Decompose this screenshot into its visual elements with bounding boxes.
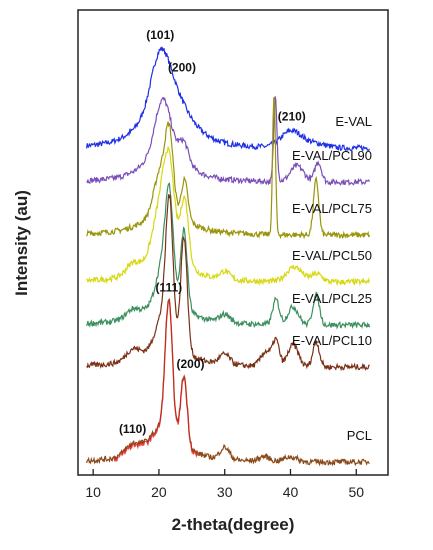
series-label: PCL [347, 428, 372, 443]
y-axis-title: Intensity (au) [12, 190, 31, 296]
x-axis-title: 2-theta(degree) [172, 515, 295, 534]
peak-annotation: (200) [168, 61, 196, 75]
peak-annotations: (101) (200) (210) (111) (200) (110) [119, 28, 306, 436]
peak-annotation: (101) [146, 28, 174, 42]
series-labels: E-VAL E-VAL/PCL90 E-VAL/PCL75 E-VAL/PCL50 E-… [292, 114, 372, 443]
series-label: E-VAL/PCL50 [292, 248, 372, 263]
x-tick-label: 40 [283, 484, 299, 500]
trace-pcl [86, 297, 370, 467]
trace-e-val-pcl75 [86, 97, 370, 240]
plot-frame [77, 9, 389, 476]
trace-e-val-pcl50 [86, 146, 370, 287]
trace-pcl-accent [113, 299, 199, 462]
x-tick-label: 50 [348, 484, 364, 500]
series-label: E-VAL/PCL75 [292, 201, 372, 216]
trace-e-val-pcl10 [86, 194, 370, 372]
series-label: E-VAL/PCL10 [292, 333, 372, 348]
trace-e-val-pcl25 [86, 182, 370, 330]
x-tick-label: 10 [85, 484, 101, 500]
x-tick-label: 20 [151, 484, 167, 500]
peak-annotation: (110) [119, 422, 146, 436]
x-tick-label: 30 [217, 484, 233, 500]
peak-annotation: (200) [176, 357, 204, 371]
series-label: E-VAL/PCL90 [292, 148, 372, 163]
peak-annotation: (111) [155, 280, 182, 294]
series-label: E-VAL [335, 114, 372, 129]
series-label: E-VAL/PCL25 [292, 291, 372, 306]
trace-e-val [86, 46, 370, 152]
x-axis-ticks: 10 20 30 40 50 [85, 469, 364, 500]
traces [86, 46, 370, 467]
peak-annotation: (210) [278, 110, 306, 124]
trace-e-val-pcl90 [86, 96, 370, 187]
